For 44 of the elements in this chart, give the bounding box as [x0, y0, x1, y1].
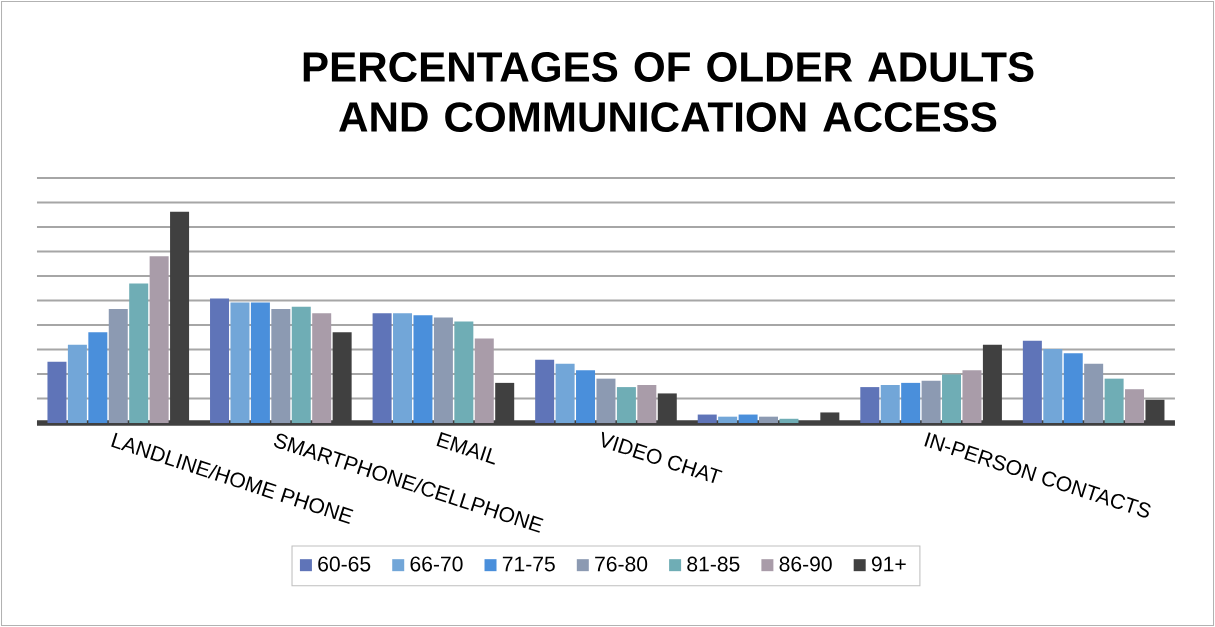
bar	[759, 416, 779, 424]
bar	[1063, 353, 1083, 424]
bar	[942, 374, 962, 424]
bar	[108, 308, 128, 424]
bar	[718, 416, 738, 424]
bar	[1043, 349, 1063, 424]
bar	[230, 302, 250, 424]
bar	[860, 387, 880, 424]
bar	[454, 321, 474, 424]
bar	[576, 370, 596, 424]
x-tick-label: VIDEO CHAT	[601, 431, 723, 484]
bar	[1104, 378, 1124, 424]
legend-label: 71-75	[502, 556, 555, 572]
bar	[47, 361, 67, 424]
bar	[697, 414, 717, 424]
legend-label: 91+	[871, 556, 906, 572]
bar	[250, 302, 270, 424]
bar	[921, 380, 941, 424]
bar	[738, 414, 758, 424]
bar	[616, 387, 636, 424]
bar	[433, 317, 453, 424]
bar	[880, 384, 900, 424]
chart-title: PERCENTAGES OF OLDER ADULTS AND COMMUNICATION ACCESS	[303, 52, 1034, 132]
bar	[555, 363, 575, 424]
bar	[1022, 340, 1042, 424]
bar	[596, 378, 616, 424]
bar	[67, 344, 87, 424]
bar	[1084, 363, 1104, 424]
bar	[393, 313, 413, 424]
bar	[372, 313, 392, 424]
bar	[271, 308, 291, 424]
bar	[88, 332, 108, 424]
bar	[129, 283, 149, 424]
legend-label: 86-90	[779, 556, 832, 572]
bar	[291, 306, 311, 424]
bar	[210, 298, 230, 424]
bar	[535, 359, 555, 424]
legend-label: 76-80	[595, 556, 648, 572]
legend-label: 60-65	[318, 556, 371, 572]
legend-label: 66-70	[410, 556, 463, 572]
legend-label: 81-85	[687, 556, 740, 572]
bar	[901, 382, 921, 424]
bar	[779, 418, 799, 424]
bar	[413, 315, 433, 424]
